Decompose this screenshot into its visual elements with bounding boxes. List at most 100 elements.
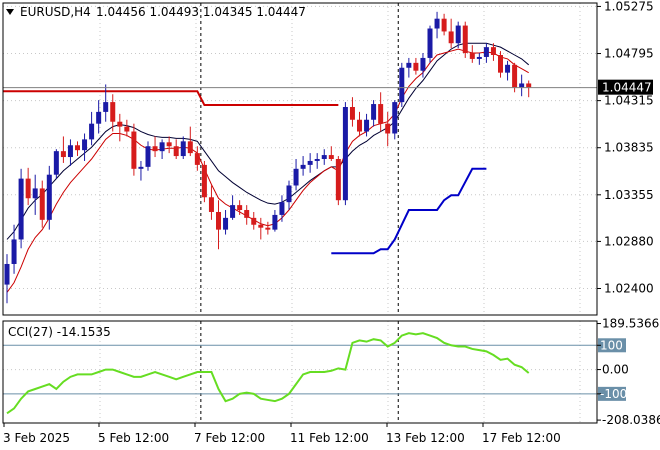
candle — [265, 221, 271, 235]
candle — [307, 153, 313, 173]
candle — [230, 195, 236, 220]
candle-body — [251, 217, 257, 225]
candle-body — [364, 119, 370, 132]
candle-body — [420, 57, 426, 71]
last-price-tag: 1.04447 — [3, 79, 653, 95]
candle — [462, 21, 468, 58]
candle-body — [505, 64, 511, 73]
candle-body — [194, 153, 200, 165]
candle — [469, 45, 475, 63]
cci-panel-border — [2, 320, 598, 424]
candle — [208, 185, 214, 220]
y-tick-label: 1.05275 — [604, 0, 654, 13]
candle — [300, 156, 306, 176]
candle-body — [145, 146, 151, 167]
cci-tick-label: 100 — [600, 338, 623, 352]
candle — [399, 62, 405, 107]
candle-body — [103, 102, 109, 112]
candle-body — [469, 53, 475, 59]
candle-body — [39, 188, 45, 220]
candle — [251, 211, 257, 230]
candle — [286, 180, 292, 211]
candle — [103, 84, 109, 122]
candle — [4, 254, 10, 304]
candle — [420, 53, 426, 78]
candle-body — [67, 145, 73, 158]
candle — [293, 159, 299, 191]
candle — [32, 174, 38, 215]
candle — [335, 156, 341, 206]
collapse-triangle-icon[interactable] — [6, 9, 14, 15]
y-tick-label: 1.04795 — [604, 47, 654, 61]
candle — [110, 94, 116, 132]
candle-body — [399, 67, 405, 103]
candle-body — [96, 111, 102, 124]
candle — [75, 141, 80, 157]
candle-body — [258, 224, 264, 228]
chart-header: EURUSD,H4 1.04456 1.04493 1.04345 1.0444… — [6, 5, 306, 19]
candle-body — [483, 47, 489, 57]
candle — [357, 111, 362, 137]
candle-body — [385, 123, 391, 134]
candle-body — [462, 25, 468, 54]
candle — [279, 195, 285, 222]
candle-body — [75, 145, 80, 151]
horizontal-level-line — [3, 90, 339, 107]
candle-body — [321, 155, 327, 159]
candle — [60, 136, 66, 163]
candle-body — [159, 142, 165, 152]
candle — [39, 180, 45, 228]
y-tick-label: 1.03355 — [604, 188, 654, 202]
candle-body — [476, 56, 482, 59]
candle-body — [272, 214, 278, 230]
candle — [46, 165, 52, 230]
candle — [25, 167, 31, 206]
candles — [4, 11, 532, 304]
candle — [490, 43, 496, 61]
symbol-label: EURUSD,H4 — [20, 5, 91, 19]
candle — [216, 200, 221, 250]
candle — [364, 113, 370, 137]
candle — [11, 224, 17, 274]
candle-body — [498, 55, 503, 73]
candle-body — [392, 102, 398, 134]
candle-body — [448, 31, 454, 44]
moving-averages — [6, 42, 530, 293]
candle — [328, 146, 334, 161]
candle-body — [490, 47, 496, 55]
candle — [89, 111, 95, 146]
candle-body — [349, 107, 355, 120]
candle-body — [117, 121, 123, 127]
candle — [371, 100, 377, 127]
cci-level-tag — [598, 386, 626, 401]
candle — [455, 21, 461, 49]
x-tick-label: 3 Feb 2025 — [3, 431, 70, 445]
candle-body — [244, 210, 250, 218]
cci-label: CCI(27) -14.1535 — [8, 325, 111, 339]
candle — [187, 126, 193, 157]
x-tick-label: 17 Feb 12:00 — [482, 431, 561, 445]
candle-body — [25, 178, 31, 199]
ema-slow-line — [6, 42, 530, 240]
candle — [82, 133, 88, 161]
candle — [441, 13, 447, 36]
candle-body — [335, 159, 341, 201]
candle-body — [11, 239, 17, 264]
candle — [237, 200, 243, 215]
candle — [476, 53, 482, 65]
candle — [124, 119, 130, 137]
candle-body — [53, 151, 59, 175]
candle — [427, 25, 433, 63]
step-indicator-line — [331, 167, 487, 255]
candle-body — [180, 141, 186, 157]
candle — [152, 136, 158, 158]
candle-body — [526, 83, 532, 88]
candle — [314, 153, 320, 169]
candle-body — [413, 62, 419, 71]
last-price-label: 1.04447 — [602, 81, 652, 95]
candle-body — [427, 28, 433, 58]
candle-body — [293, 168, 299, 186]
candle-body — [32, 188, 38, 199]
candle — [194, 146, 200, 171]
